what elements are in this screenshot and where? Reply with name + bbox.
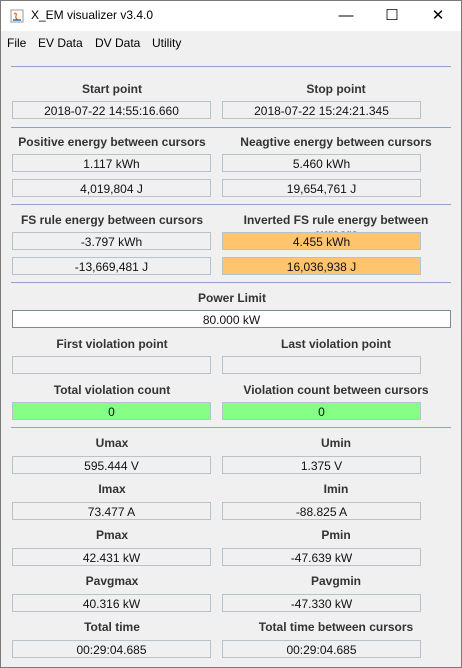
imin-field[interactable]: -88.825 A <box>222 502 421 520</box>
close-icon: ✕ <box>431 7 445 24</box>
violation-between-label: Violation count between cursors <box>243 383 429 397</box>
power-limit-input[interactable]: 80.000 kW <box>12 310 451 328</box>
umin-field[interactable]: 1.375 V <box>222 456 421 474</box>
imax-label: Imax <box>98 482 126 496</box>
umin-label: Umin <box>321 436 351 450</box>
separator <box>11 204 451 205</box>
imax-field[interactable]: 73.477 A <box>12 502 211 520</box>
pavgmin-field[interactable]: -47.330 kW <box>222 594 421 612</box>
separator <box>11 127 451 128</box>
separator <box>11 66 451 67</box>
fs-energy-j-field[interactable]: -13,669,481 J <box>12 257 211 275</box>
menu-dv-data[interactable]: DV Data <box>95 36 141 50</box>
menu-ev-data[interactable]: EV Data <box>38 36 83 50</box>
umax-label: Umax <box>95 436 129 450</box>
pmax-field[interactable]: 42.431 kW <box>12 548 211 566</box>
total-time-between-label: Total time between cursors <box>258 620 414 634</box>
menu-file[interactable]: File <box>7 36 27 50</box>
minimize-button[interactable]: — <box>323 1 369 31</box>
fs-energy-label: FS rule energy between cursors <box>20 213 204 227</box>
total-time-field[interactable]: 00:29:04.685 <box>12 640 211 658</box>
negative-energy-kwh-field[interactable]: 5.460 kWh <box>222 154 421 172</box>
title-bar[interactable]: X_EM visualizer v3.4.0 — ☐ ✕ <box>1 1 461 31</box>
negative-energy-j-field[interactable]: 19,654,761 J <box>222 179 421 197</box>
stop-point-label: Stop point <box>306 82 366 96</box>
positive-energy-j-field[interactable]: 4,019,804 J <box>12 179 211 197</box>
pmin-label: Pmin <box>321 528 351 542</box>
pavgmax-field[interactable]: 40.316 kW <box>12 594 211 612</box>
window-title: X_EM visualizer v3.4.0 <box>31 8 154 22</box>
separator <box>11 282 451 283</box>
positive-energy-kwh-field[interactable]: 1.117 kWh <box>12 154 211 172</box>
last-violation-field[interactable] <box>222 356 421 374</box>
total-violation-label: Total violation count <box>53 383 171 397</box>
positive-energy-label: Positive energy between cursors <box>18 135 206 149</box>
total-time-label: Total time <box>84 620 140 634</box>
minimize-icon: — <box>338 7 354 24</box>
last-violation-label: Last violation point <box>281 337 391 351</box>
pmin-field[interactable]: -47.639 kW <box>222 548 421 566</box>
power-limit-label: Power Limit <box>197 291 266 305</box>
java-app-icon <box>10 9 24 23</box>
total-time-between-field[interactable]: 00:29:04.685 <box>222 640 421 658</box>
menu-utility[interactable]: Utility <box>152 36 182 50</box>
first-violation-label: First violation point <box>56 337 168 351</box>
umax-field[interactable]: 595.444 V <box>12 456 211 474</box>
pavgmin-label: Pavgmin <box>310 574 361 588</box>
separator <box>11 427 451 428</box>
start-point-label: Start point <box>82 82 142 96</box>
stop-point-field[interactable]: 2018-07-22 15:24:21.345 <box>222 101 421 119</box>
inverted-fs-energy-kwh-field[interactable]: 4.455 kWh <box>222 232 421 250</box>
total-violation-field[interactable]: 0 <box>12 402 211 420</box>
violation-between-field[interactable]: 0 <box>222 402 421 420</box>
pmax-label: Pmax <box>95 528 129 542</box>
maximize-icon: ☐ <box>385 7 399 24</box>
maximize-button[interactable]: ☐ <box>369 1 415 31</box>
imin-label: Imin <box>323 482 349 496</box>
negative-energy-label: Neagtive energy between cursors <box>240 135 432 149</box>
close-button[interactable]: ✕ <box>415 1 461 31</box>
fs-energy-kwh-field[interactable]: -3.797 kWh <box>12 232 211 250</box>
start-point-field[interactable]: 2018-07-22 14:55:16.660 <box>12 101 211 119</box>
pavgmax-label: Pavgmax <box>85 574 139 588</box>
inverted-fs-energy-j-field[interactable]: 16,036,938 J <box>222 257 421 275</box>
first-violation-field[interactable] <box>12 356 211 374</box>
menu-bar: File EV Data DV Data Utility <box>1 31 461 53</box>
